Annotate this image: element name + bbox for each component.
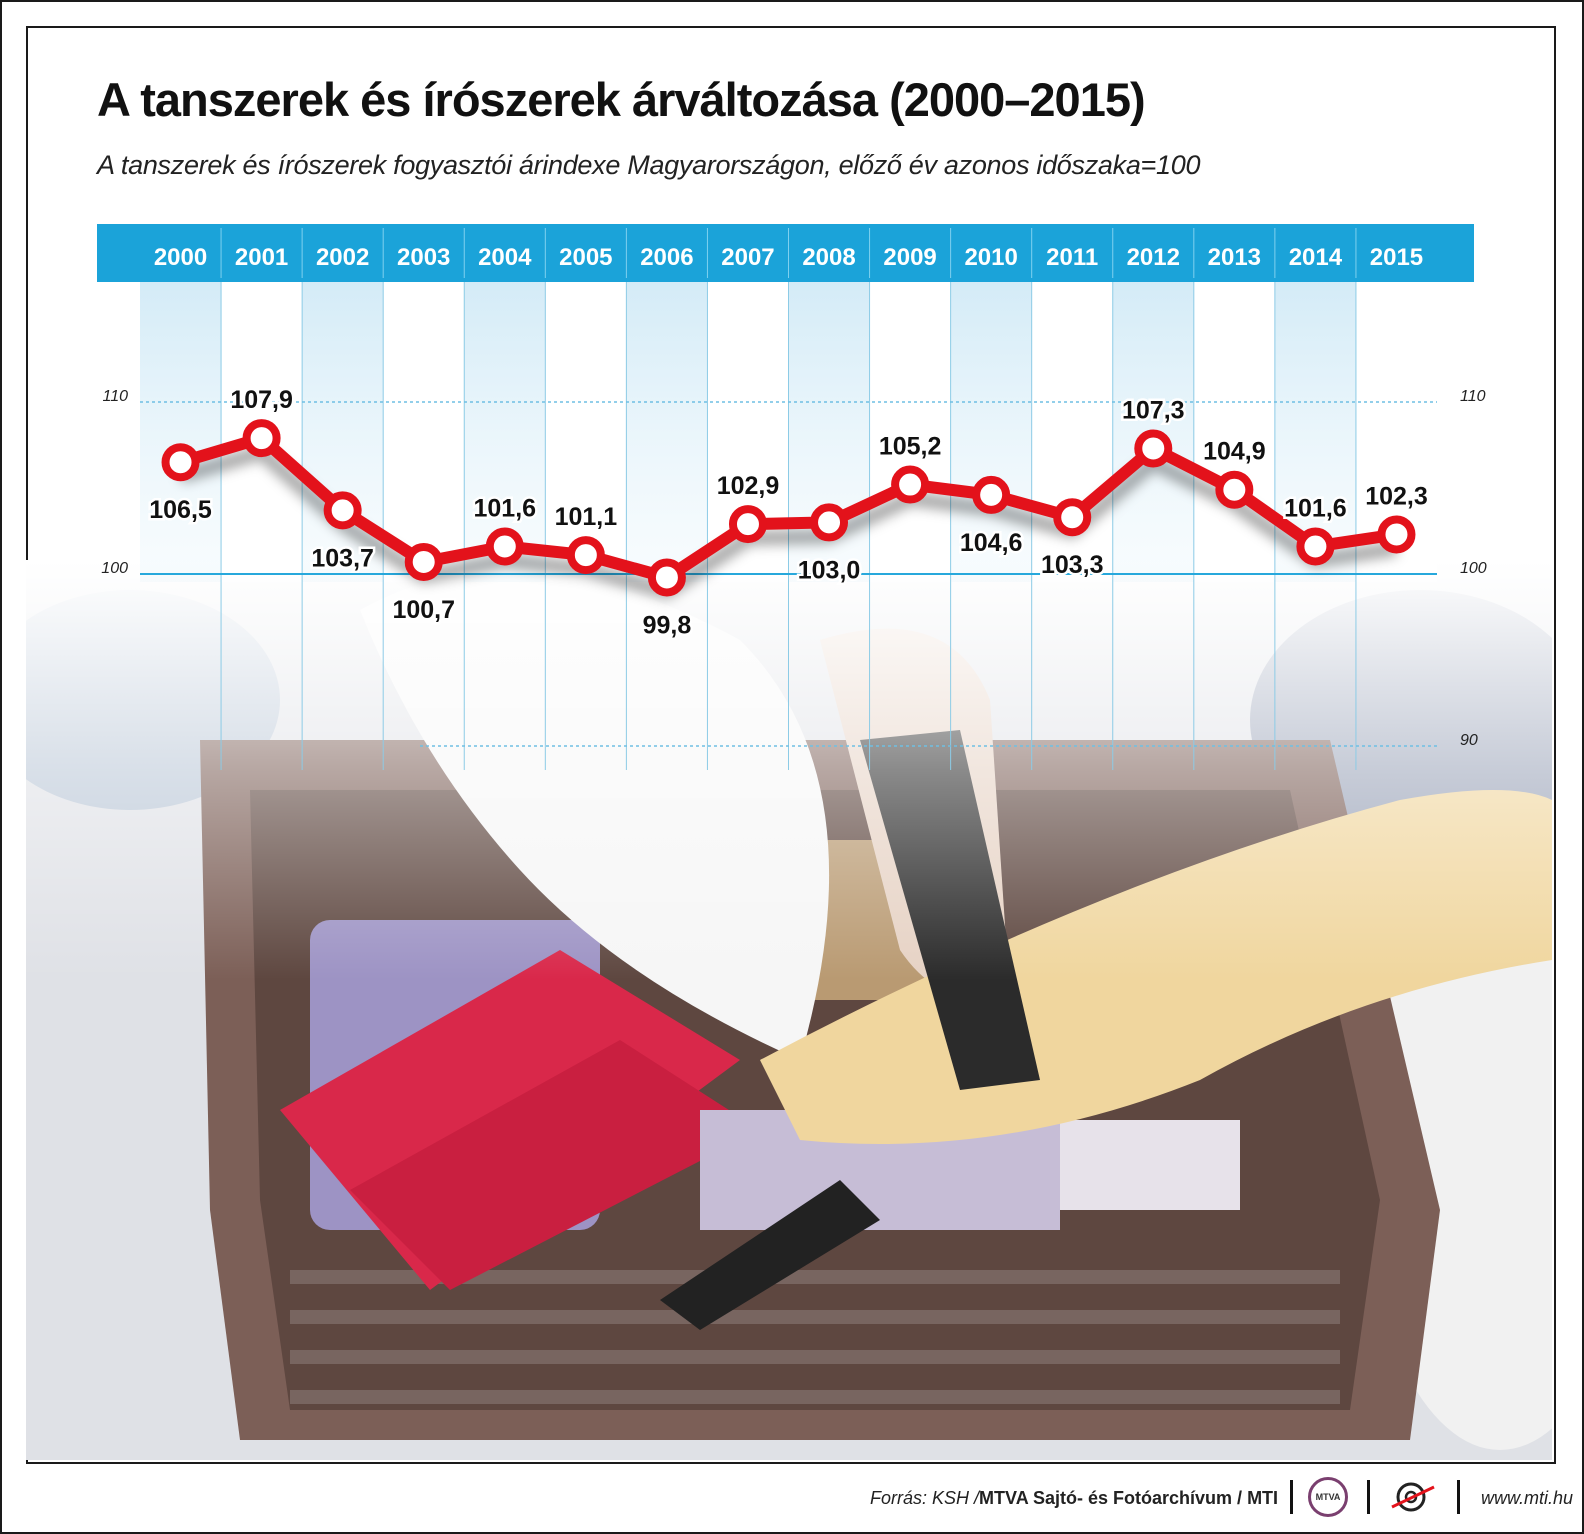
series-line: [174, 432, 1403, 584]
footer-divider: [1457, 1480, 1460, 1514]
year-column-shade: [545, 282, 627, 582]
background-photo: [26, 560, 1552, 1460]
year-label: 2005: [559, 244, 612, 271]
data-point: [566, 536, 605, 575]
data-label: 99,8: [643, 611, 692, 639]
year-label: 2003: [397, 244, 450, 271]
data-label: 102,9: [717, 472, 780, 500]
data-point: [1134, 429, 1173, 468]
y-axis-labels: 110 110 100 100 90: [101, 388, 1487, 749]
footer-divider: [1367, 1480, 1370, 1514]
chart-title: A tanszerek és írószerek árváltozása (20…: [97, 73, 1146, 126]
data-label: 102,3: [1365, 482, 1428, 510]
year-label: 2004: [478, 244, 532, 271]
year-label: 2001: [235, 244, 288, 271]
year-label: 2014: [1289, 244, 1343, 271]
data-markers: [161, 419, 1416, 597]
data-label: 106,5: [149, 496, 212, 524]
year-label: 2002: [316, 244, 369, 271]
data-label: 105,2: [879, 433, 942, 461]
year-column-shade: [1193, 282, 1275, 582]
y-tick-label-right: 100: [1460, 560, 1487, 577]
data-point: [728, 505, 767, 544]
chart-subtitle: A tanszerek és írószerek fogyasztói árin…: [97, 150, 1201, 180]
year-label: 2011: [1046, 244, 1098, 271]
year-column-shade: [869, 282, 951, 582]
data-label: 104,9: [1203, 438, 1266, 466]
data-point: [1215, 470, 1254, 509]
data-label: 107,9: [230, 386, 293, 414]
y-tick-label-left: 110: [102, 388, 128, 405]
year-label: 2006: [640, 244, 693, 271]
year-label: 2013: [1208, 244, 1261, 271]
data-point: [404, 542, 443, 581]
data-labels: 106,5 107,9 103,7 100,7 101,6 101,1 99,8 102,9 1…: [147, 384, 1431, 642]
data-point: [810, 503, 849, 542]
year-label: 2008: [802, 244, 855, 271]
data-label: 103,3: [1041, 551, 1104, 579]
data-point: [647, 558, 686, 597]
source-credit: Forrás: KSH / MTVA Sajtó- és Fotóarchívu…: [870, 1478, 1278, 1518]
year-column-shade: [383, 282, 465, 582]
data-point: [323, 491, 362, 530]
data-point: [1053, 498, 1092, 537]
mtva-logo-icon: MTVA: [1308, 1477, 1348, 1517]
data-label: 103,0: [798, 556, 861, 584]
y-tick-label-right: 90: [1460, 732, 1478, 749]
source-prefix: Forrás: KSH /: [870, 1487, 980, 1508]
data-point: [485, 527, 524, 566]
y-tick-label-left: 100: [101, 560, 128, 577]
data-point: [891, 465, 930, 504]
year-label: 2012: [1127, 244, 1180, 271]
mtva-logo-text: MTVA: [1315, 1492, 1341, 1502]
data-label: 103,7: [311, 544, 374, 572]
gridlines: [140, 401, 1437, 747]
mti-logo-icon: [1391, 1482, 1435, 1512]
data-label: 101,1: [555, 503, 618, 531]
year-label: 2007: [721, 244, 774, 271]
data-point: [242, 419, 281, 458]
y-tick-label-right: 110: [1460, 388, 1486, 405]
series-line-shadow: [178, 445, 1398, 599]
data-label: 101,6: [1284, 494, 1347, 522]
data-label: 100,7: [392, 596, 455, 624]
year-label: 2015: [1370, 244, 1423, 271]
year-label: 2009: [883, 244, 936, 271]
year-column-shade: [950, 282, 1032, 582]
data-label: 104,6: [960, 529, 1023, 557]
source-url: www.mti.hu: [1481, 1487, 1574, 1508]
footer-divider: [1290, 1480, 1293, 1514]
data-label: 101,6: [474, 494, 537, 522]
data-point: [972, 475, 1011, 514]
data-point: [161, 443, 200, 482]
year-labels: 2000 2001 2002 2003 2004 2005 2006 2007 2008 2009…: [154, 228, 1423, 278]
year-label: 2010: [964, 244, 1017, 271]
data-label: 107,3: [1122, 396, 1185, 424]
data-point: [1377, 515, 1416, 554]
data-point: [1296, 527, 1335, 566]
header-band: [97, 224, 1474, 282]
year-column-shade: [626, 282, 708, 582]
year-column-shade: [140, 282, 222, 582]
year-label: 2000: [154, 244, 207, 271]
source-main: MTVA Sajtó- és Fotóarchívum / MTI: [979, 1487, 1279, 1508]
